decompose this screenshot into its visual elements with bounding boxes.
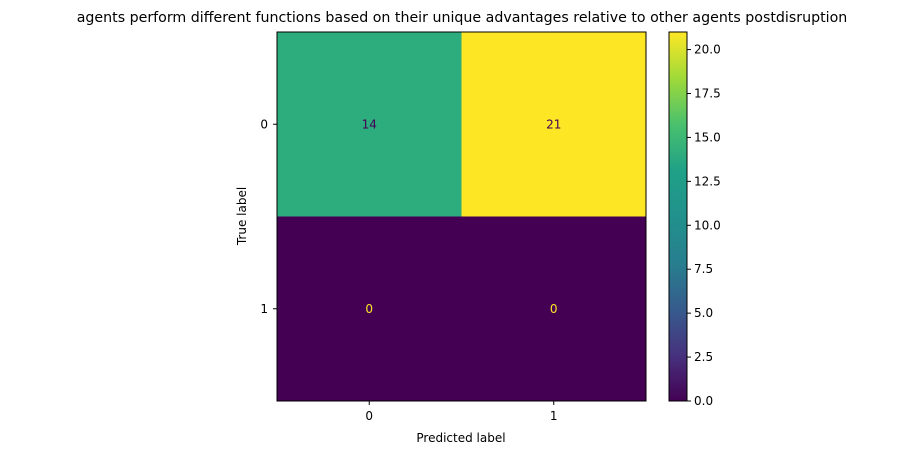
heatmap-cell (461, 216, 646, 401)
colorbar-tick-label: 10.0 (694, 218, 721, 232)
colorbar-tick-label: 12.5 (694, 174, 721, 188)
colorbar-tick-label: 20.0 (694, 43, 721, 57)
colorbar (668, 31, 688, 402)
x-axis-label: Predicted label (416, 431, 505, 445)
heatmap-cells: 14 21 0 0 (277, 32, 646, 401)
cell-value-label: 21 (546, 117, 561, 131)
colorbar-tick-label: 7.5 (694, 262, 713, 276)
colorbar-tick-label: 2.5 (694, 350, 713, 364)
x-tick-label: 0 (365, 409, 373, 423)
colorbar-ticks: 0.0 2.5 5.0 7.5 10.0 12.5 15.0 17.5 20.0 (687, 43, 721, 408)
y-axis-label: True label (235, 187, 249, 246)
heatmap-cell (277, 32, 462, 217)
colorbar-tick-label: 17.5 (694, 87, 721, 101)
y-tick-label: 1 (260, 302, 268, 316)
cell-value-label: 14 (362, 117, 377, 131)
heatmap-cell (277, 216, 462, 401)
y-tick-label: 0 (260, 117, 268, 131)
cell-value-label: 0 (550, 302, 558, 316)
plot-frame (276, 31, 647, 402)
colorbar-tick-label: 15.0 (694, 130, 721, 144)
cell-value-label: 0 (365, 302, 373, 316)
colorbar-tick-label: 0.0 (694, 394, 713, 408)
heatmap-cell (461, 32, 646, 217)
x-tick-label: 1 (550, 409, 558, 423)
colorbar-tick-label: 5.0 (694, 306, 713, 320)
chart-title: agents perform different functions based… (77, 10, 848, 26)
y-axis-ticks: 01 (260, 117, 277, 316)
